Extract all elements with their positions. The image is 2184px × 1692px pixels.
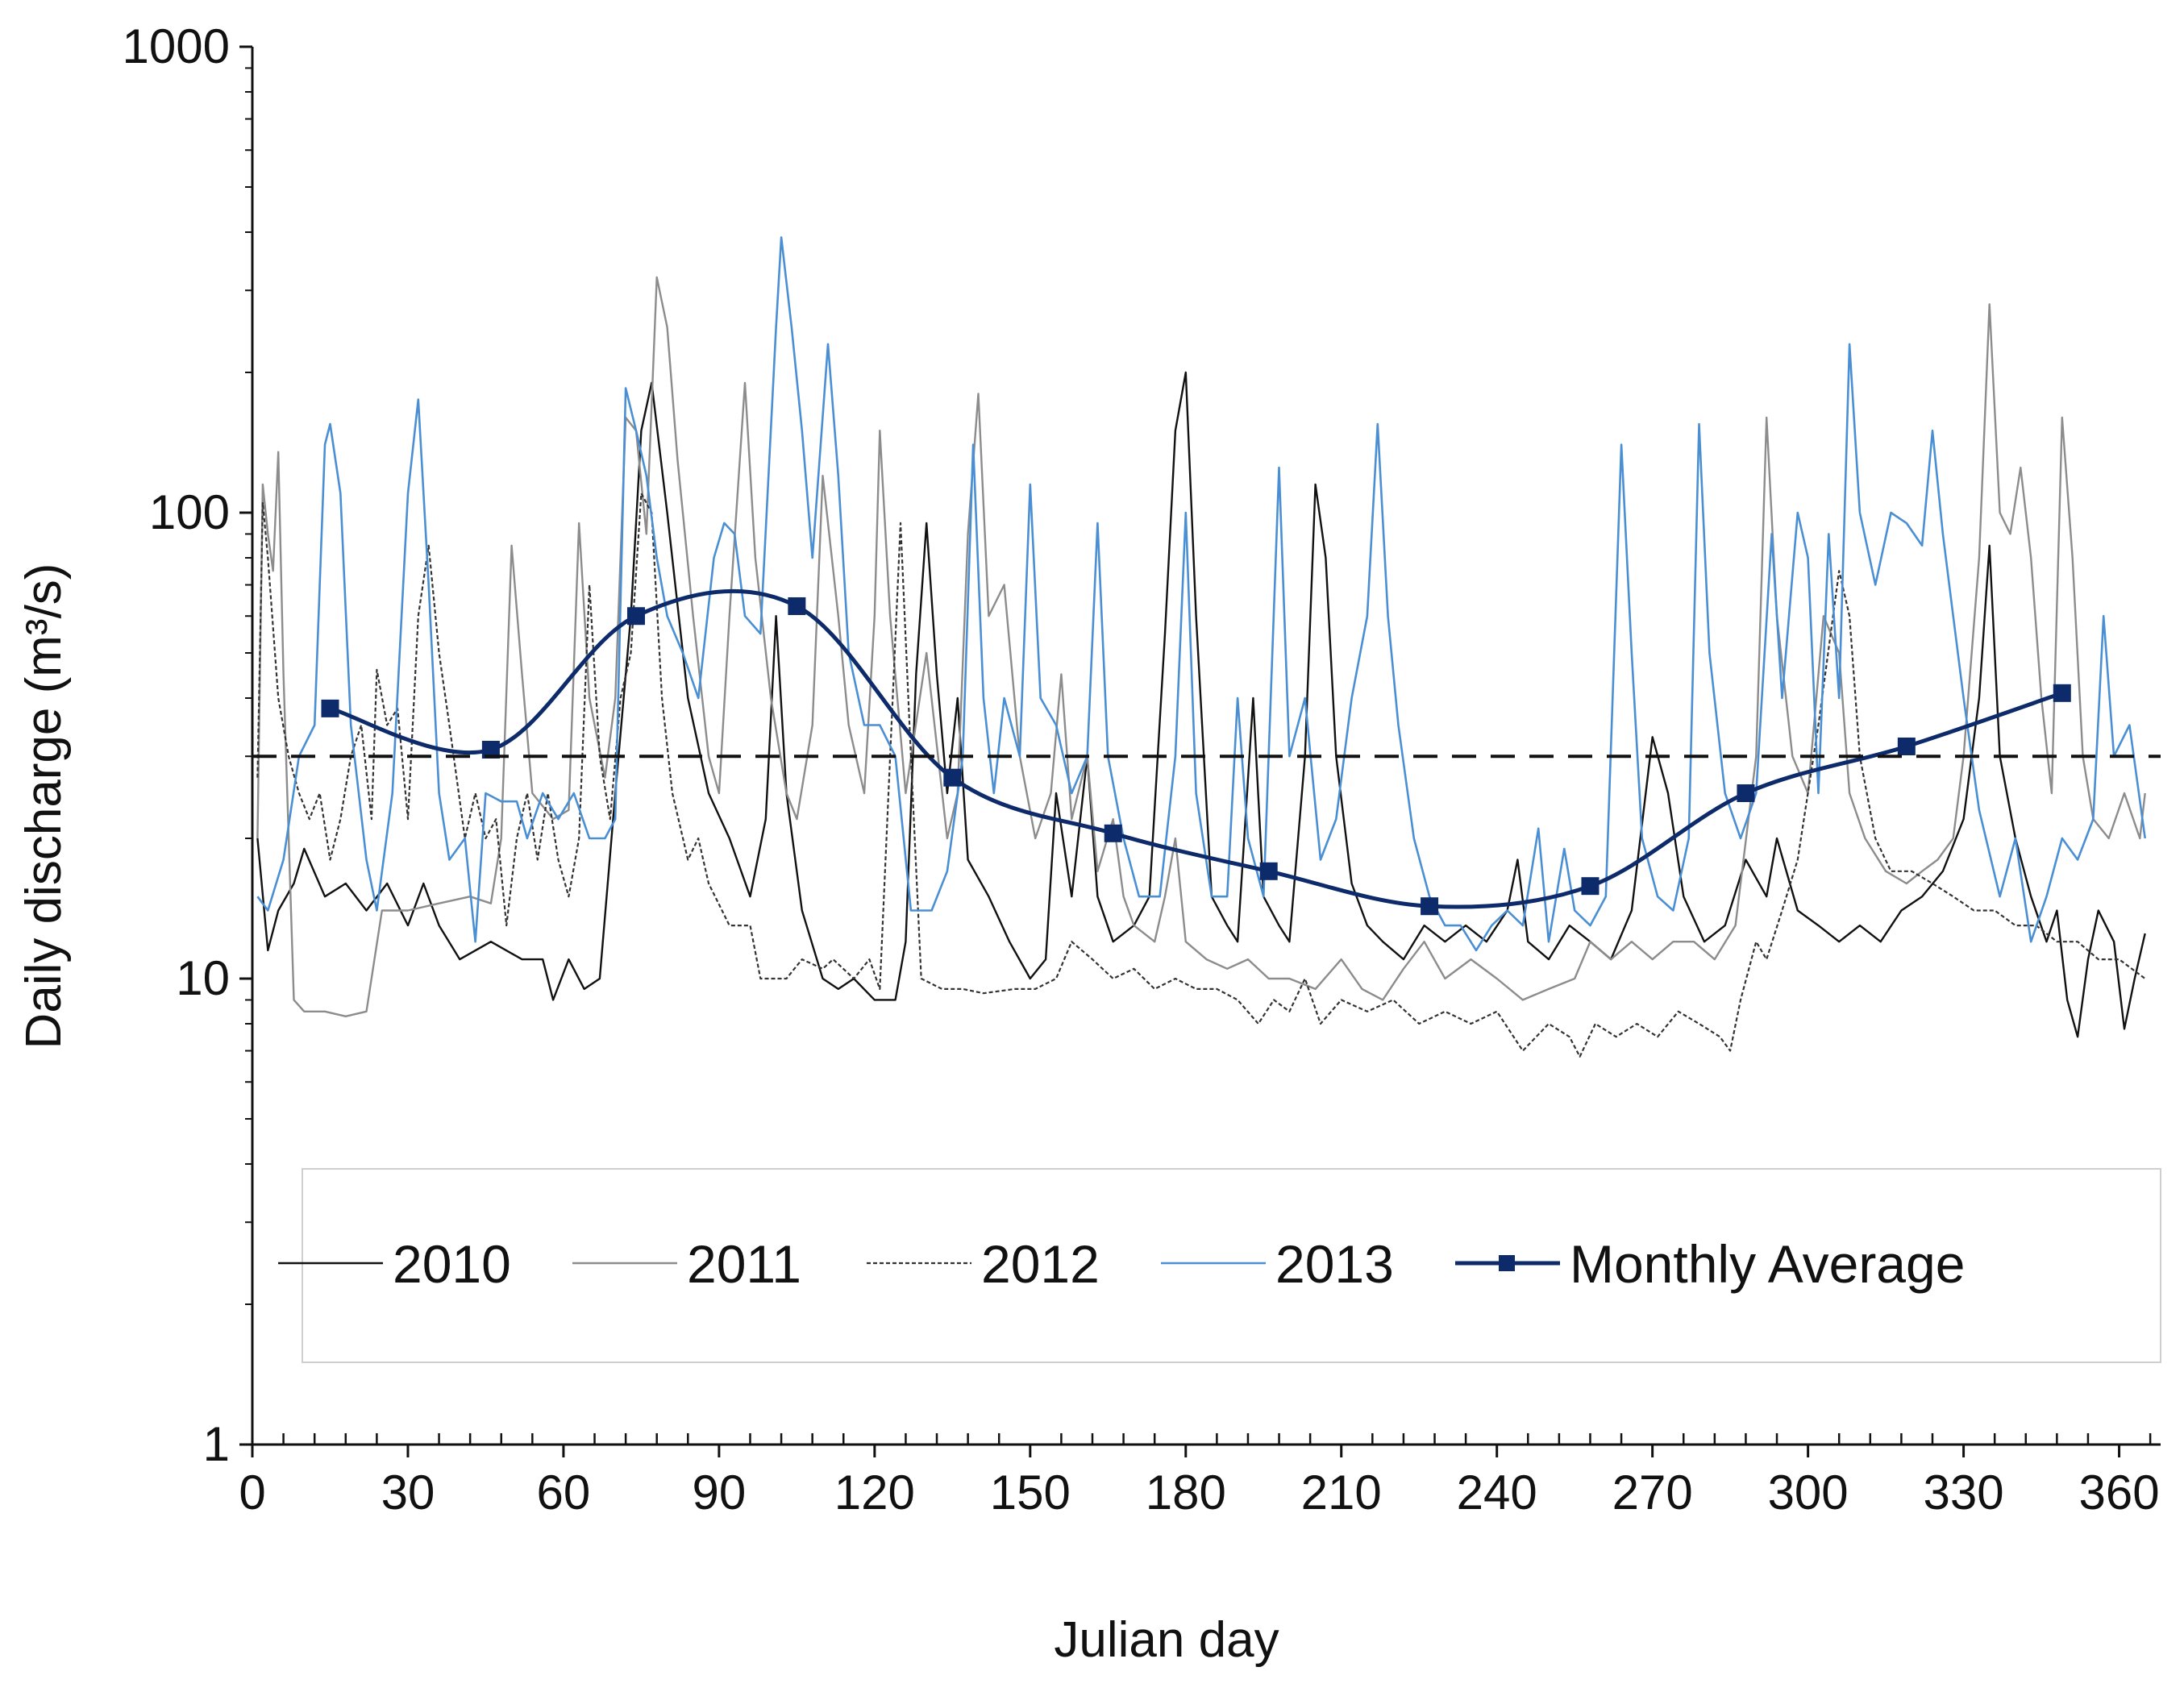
series-marker bbox=[943, 768, 962, 787]
legend: 2010 2011 2012 2013 Monthly Average bbox=[278, 1168, 2161, 1363]
x-tick-label: 30 bbox=[381, 1465, 435, 1519]
legend-label: 2013 bbox=[1275, 1234, 1394, 1294]
legend-marker bbox=[1499, 1255, 1515, 1271]
series-marker bbox=[321, 699, 339, 717]
series-layer bbox=[252, 236, 2161, 1058]
x-tick-label: 270 bbox=[1612, 1465, 1693, 1519]
legend-box bbox=[302, 1168, 2161, 1363]
series-marker bbox=[1104, 824, 1122, 842]
y-axis-label: Daily discharge (m³/s) bbox=[16, 563, 72, 1050]
x-tick-label: 240 bbox=[1457, 1465, 1537, 1519]
series-marker bbox=[481, 740, 500, 759]
legend-entry-2011: 2011 bbox=[572, 1234, 801, 1294]
legend-label: 2012 bbox=[981, 1234, 1100, 1294]
series-marker bbox=[626, 607, 645, 626]
series-2012 bbox=[256, 493, 2146, 1058]
legend-label: Monthly Average bbox=[1570, 1234, 1965, 1294]
x-tick-label: 120 bbox=[834, 1465, 915, 1519]
legend-entry-2010: 2010 bbox=[278, 1234, 511, 1294]
axes-layer: 1 10 100 1000 0 30 60 90 120 150 180 210 240 270 300 33… bbox=[123, 19, 2161, 1519]
x-tick-label: 360 bbox=[2078, 1465, 2159, 1519]
y-tick-label: 100 bbox=[149, 485, 230, 539]
series-line bbox=[256, 236, 2146, 952]
series-marker bbox=[1581, 877, 1600, 896]
series-marker bbox=[788, 597, 806, 615]
series-marker bbox=[1421, 897, 1439, 916]
series-monthly-average bbox=[321, 588, 2071, 916]
legend-label: 2010 bbox=[393, 1234, 511, 1294]
series-2010 bbox=[256, 371, 2146, 1038]
series-marker bbox=[1259, 862, 1278, 880]
series-2011 bbox=[256, 276, 2146, 1017]
series-line bbox=[256, 276, 2146, 1017]
series-marker bbox=[2053, 684, 2071, 702]
series-marker bbox=[1737, 784, 1755, 802]
x-tick-label: 90 bbox=[693, 1465, 747, 1519]
x-axis-label: Julian day bbox=[1054, 1612, 1279, 1668]
y-tick-label: 1 bbox=[203, 1417, 230, 1471]
x-tick-label: 300 bbox=[1768, 1465, 1849, 1519]
legend-entry-2013: 2013 bbox=[1161, 1234, 1394, 1294]
series-2013 bbox=[256, 236, 2146, 952]
y-tick-label: 10 bbox=[176, 951, 230, 1005]
legend-entry-2012: 2012 bbox=[867, 1234, 1100, 1294]
legend-label: 2011 bbox=[687, 1234, 801, 1294]
series-line bbox=[256, 371, 2146, 1038]
legend-entry-monthly-average: Monthly Average bbox=[1455, 1234, 1965, 1294]
x-tick-label: 180 bbox=[1146, 1465, 1226, 1519]
series-marker bbox=[1897, 737, 1916, 755]
series-line bbox=[256, 493, 2146, 1058]
y-tick-label: 1000 bbox=[123, 19, 230, 73]
x-tick-label: 210 bbox=[1301, 1465, 1382, 1519]
x-tick-label: 330 bbox=[1924, 1465, 2004, 1519]
x-tick-label: 0 bbox=[239, 1465, 265, 1519]
series-line bbox=[329, 588, 2063, 909]
x-tick-label: 60 bbox=[537, 1465, 591, 1519]
x-tick-label: 150 bbox=[990, 1465, 1071, 1519]
